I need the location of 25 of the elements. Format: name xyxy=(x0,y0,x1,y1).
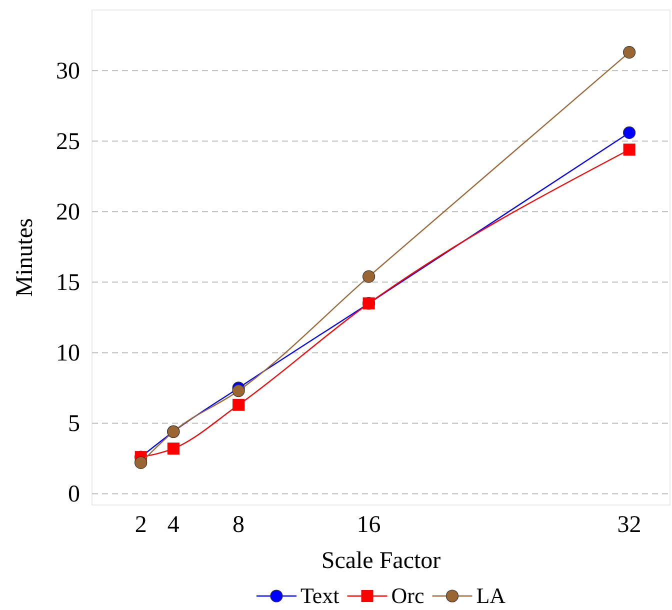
x-tick-label: 4 xyxy=(167,512,180,538)
x-tick-label: 2 xyxy=(134,512,147,538)
y-tick-label: 5 xyxy=(68,410,80,437)
legend-label: LA xyxy=(476,583,506,608)
x-tick-label: 32 xyxy=(617,512,642,538)
y-tick-label: 15 xyxy=(56,270,80,296)
point xyxy=(622,46,636,59)
x-tick-label: 16 xyxy=(356,512,381,538)
y-tick-label: 25 xyxy=(56,128,80,155)
point xyxy=(232,384,245,398)
legend-label: Orc xyxy=(391,583,424,608)
y-axis-title: Minutes xyxy=(12,218,38,297)
y-tick-label: 10 xyxy=(56,340,80,366)
point xyxy=(622,126,636,139)
y-tick-label: 0 xyxy=(68,481,80,508)
legend-label: Text xyxy=(300,583,340,608)
point xyxy=(362,270,376,283)
y-tick-label: 20 xyxy=(56,199,80,226)
point xyxy=(167,442,180,455)
point xyxy=(623,144,636,156)
point xyxy=(232,398,245,411)
y-tick-label: 30 xyxy=(56,58,80,84)
x-tick-label: 8 xyxy=(232,512,245,538)
x-axis-title: Scale Factor xyxy=(321,548,441,574)
point xyxy=(134,456,148,469)
